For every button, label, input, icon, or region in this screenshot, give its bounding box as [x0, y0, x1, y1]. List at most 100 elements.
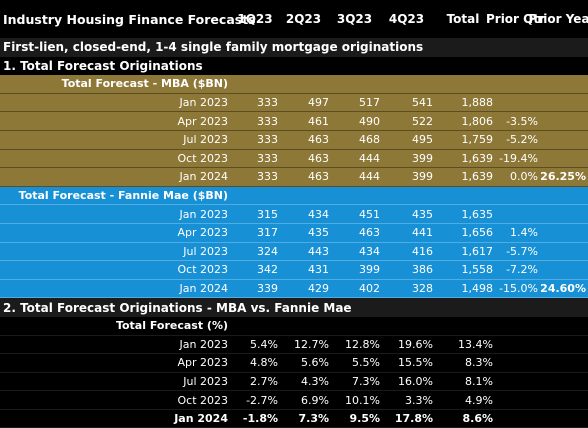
cell-q1: 2.7%: [250, 374, 278, 388]
cell-q1: 324: [257, 244, 278, 258]
cell-q3: 468: [359, 133, 380, 147]
cell-q4: 399: [412, 170, 433, 184]
cell-q3: 463: [359, 226, 380, 240]
cell-q1: -2.7%: [246, 393, 278, 407]
cell-q3: 402: [359, 282, 380, 296]
cell-q2: 435: [308, 226, 329, 240]
cell-q4: 15.5%: [398, 356, 433, 370]
table-row: Apr 2023 333 461 490 522 1,806 -3.5%: [0, 112, 588, 131]
cell-total: 8.6%: [462, 412, 493, 426]
cell-q1: 339: [257, 282, 278, 296]
col-header-prior-year: Prior Year: [528, 12, 588, 26]
cell-q2: 434: [308, 207, 329, 221]
fannie-title-row: Total Forecast - Fannie Mae ($BN): [0, 186, 588, 206]
col-header-2q23: 2Q23: [285, 12, 322, 26]
cell-py: 26.25%: [540, 170, 586, 184]
cell-q2: 5.6%: [301, 356, 329, 370]
cell-total: 8.1%: [465, 374, 493, 388]
cell-q1: 333: [257, 170, 278, 184]
cell-q1: 333: [257, 151, 278, 165]
cell-label: Jul 2023: [183, 244, 228, 258]
cell-pq: -3.5%: [506, 114, 538, 128]
cell-pq: -5.7%: [506, 244, 538, 258]
cell-label: Apr 2023: [177, 356, 228, 370]
cell-pq: [493, 94, 538, 112]
table-row: Jan 2024 339 429 402 328 1,498 -15.0% 24.60%: [0, 279, 588, 299]
cell-q4: 435: [412, 207, 433, 221]
table-row: Jul 2023 324 443 434 416 1,617 -5.7%: [0, 242, 588, 262]
cell-py: [538, 131, 586, 149]
cell-py: [538, 224, 586, 242]
subtitle-row: First-lien, closed-end, 1-4 single famil…: [0, 38, 588, 57]
cell-total: 1,498: [461, 282, 494, 296]
cell-q4: 495: [412, 133, 433, 147]
cell-q4: 16.0%: [398, 374, 433, 388]
cell-q1: 333: [257, 96, 278, 110]
cell-q3: 444: [359, 151, 380, 165]
col-header-3q23: 3Q23: [336, 12, 373, 26]
mba-block: Total Forecast - MBA ($BN) Jan 2023 333 49…: [0, 75, 588, 187]
cell-q3: 10.1%: [345, 393, 380, 407]
table-row: Jan 2023 315 434 451 435 1,635: [0, 205, 588, 224]
cell-label: Jan 2024: [179, 170, 228, 184]
cell-py: [538, 150, 586, 168]
cell-total: 13.4%: [458, 337, 493, 351]
cell-label: Oct 2023: [177, 393, 228, 407]
table-row: Jan 2023 5.4% 12.7% 12.8% 19.6% 13.4%: [0, 335, 588, 355]
cell-q4: 328: [412, 282, 433, 296]
cell-q3: 434: [359, 244, 380, 258]
cell-total: 1,656: [461, 226, 494, 240]
cell-q1: 315: [257, 207, 278, 221]
diff-block-title: Total Forecast (%): [115, 319, 228, 333]
table-subtitle: First-lien, closed-end, 1-4 single famil…: [3, 40, 424, 55]
cell-q2: 12.7%: [294, 337, 329, 351]
cell-q3: 5.5%: [352, 356, 380, 370]
cell-q3: 490: [359, 114, 380, 128]
cell-pq: -15.0%: [499, 282, 538, 296]
cell-q3: 444: [359, 170, 380, 184]
cell-total: 1,617: [461, 244, 494, 258]
cell-total: 1,639: [461, 170, 494, 184]
cell-py: [538, 94, 586, 112]
table-row: Jul 2023 333 463 468 495 1,759 -5.2%: [0, 130, 588, 150]
cell-total: 1,639: [461, 151, 494, 165]
col-header-prior-qtr: Prior Qtr: [485, 12, 546, 26]
col-header-1q23: 1Q23: [237, 12, 273, 26]
cell-q1: 5.4%: [250, 337, 278, 351]
cell-q3: 9.5%: [349, 412, 380, 426]
cell-py: [538, 261, 586, 279]
cell-label: Jan 2024: [174, 412, 228, 426]
cell-label: Oct 2023: [177, 151, 228, 165]
table-row: Oct 2023 342 431 399 386 1,558 -7.2%: [0, 261, 588, 280]
cell-q1: 333: [257, 114, 278, 128]
cell-q4: 522: [412, 114, 433, 128]
cell-label: Oct 2023: [177, 263, 228, 277]
cell-q1: 4.8%: [250, 356, 278, 370]
table-row: Oct 2023 333 463 444 399 1,639 -19.4%: [0, 149, 588, 169]
cell-pq: -7.2%: [506, 263, 538, 277]
cell-q3: 12.8%: [345, 337, 380, 351]
cell-q2: 463: [308, 133, 329, 147]
cell-py: 24.60%: [540, 282, 586, 296]
cell-q2: 7.3%: [298, 412, 329, 426]
diff-block: Total Forecast (%) Jan 2023 5.4% 12.7% 12.8…: [0, 316, 588, 428]
page-title: Industry Housing Finance Forecasts: [3, 11, 256, 27]
cell-py: [538, 243, 586, 261]
cell-q4: 386: [412, 263, 433, 277]
cell-q3: 517: [359, 96, 380, 110]
mba-block-title: Total Forecast - MBA ($BN): [61, 77, 228, 91]
cell-label: Jan 2024: [179, 282, 228, 296]
mba-title-row: Total Forecast - MBA ($BN): [0, 75, 588, 94]
table-row: Oct 2023 -2.7% 6.9% 10.1% 3.3% 4.9%: [0, 391, 588, 410]
cell-q2: 4.3%: [301, 374, 329, 388]
cell-q4: 441: [412, 226, 433, 240]
cell-label: Jan 2023: [179, 337, 228, 351]
table-row: Apr 2023 4.8% 5.6% 5.5% 15.5% 8.3%: [0, 354, 588, 373]
cell-py: [538, 205, 586, 223]
section-title-1: 1. Total Forecast Originations: [3, 58, 203, 73]
cell-q4: 19.6%: [398, 337, 433, 351]
col-header-total: Total: [446, 12, 480, 26]
cell-label: Apr 2023: [177, 226, 228, 240]
cell-q4: 416: [412, 244, 433, 258]
section-header-1: 1. Total Forecast Originations: [0, 56, 588, 76]
